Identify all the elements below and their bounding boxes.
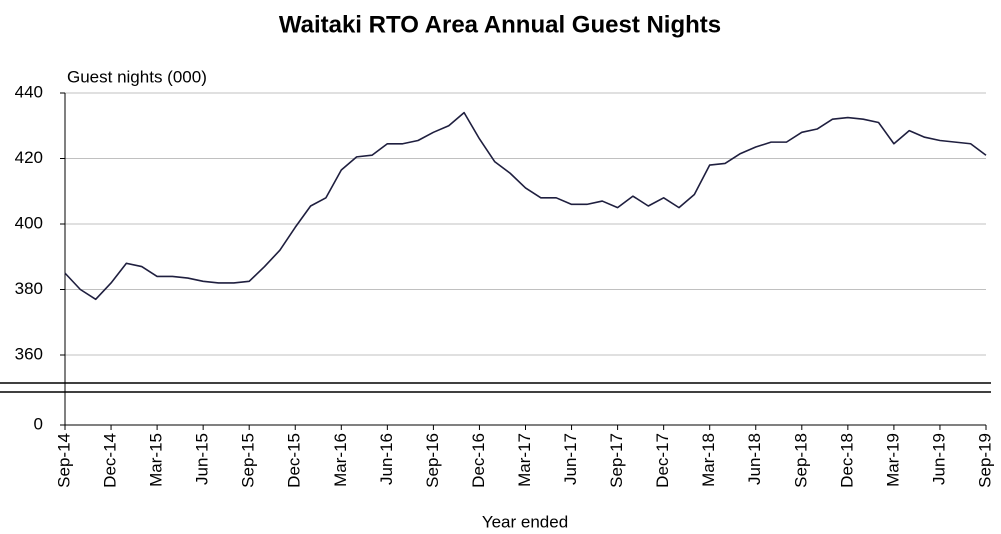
x-tick-label: Dec-14	[101, 433, 120, 488]
x-tick-label: Sep-18	[791, 433, 810, 488]
x-tick-label: Dec-17	[653, 433, 672, 488]
y-tick-label: 380	[15, 279, 43, 298]
x-tick-label: Mar-16	[331, 433, 350, 487]
x-tick-label: Dec-18	[837, 433, 856, 488]
y-axis-label: Guest nights (000)	[67, 67, 207, 86]
x-tick-label: Sep-17	[607, 433, 626, 488]
y-tick-label: 400	[15, 213, 43, 232]
x-tick-label: Jun-19	[929, 433, 948, 485]
chart-title: Waitaki RTO Area Annual Guest Nights	[279, 11, 721, 38]
x-tick-label: Jun-15	[193, 433, 212, 485]
x-axis-label: Year ended	[482, 512, 568, 531]
x-tick-label: Dec-15	[285, 433, 304, 488]
y-tick-label: 0	[34, 414, 43, 433]
x-tick-label: Sep-19	[975, 433, 994, 488]
x-tick-label: Sep-15	[239, 433, 258, 488]
x-tick-label: Mar-18	[699, 433, 718, 487]
y-tick-label: 440	[15, 82, 43, 101]
y-tick-label: 420	[15, 148, 43, 167]
x-tick-label: Sep-14	[54, 433, 73, 488]
x-tick-label: Dec-16	[469, 433, 488, 488]
x-tick-label: Jun-18	[745, 433, 764, 485]
line	[64, 111, 987, 301]
x-tick-label: Mar-19	[883, 433, 902, 487]
x-tick-label: Jun-17	[561, 433, 580, 485]
x-tick-label: Sep-16	[423, 433, 442, 488]
x-tick-label: Mar-15	[147, 433, 166, 487]
x-tick-label: Mar-17	[515, 433, 534, 487]
y-tick-label: 360	[15, 344, 43, 363]
x-tick-label: Jun-16	[377, 433, 396, 485]
